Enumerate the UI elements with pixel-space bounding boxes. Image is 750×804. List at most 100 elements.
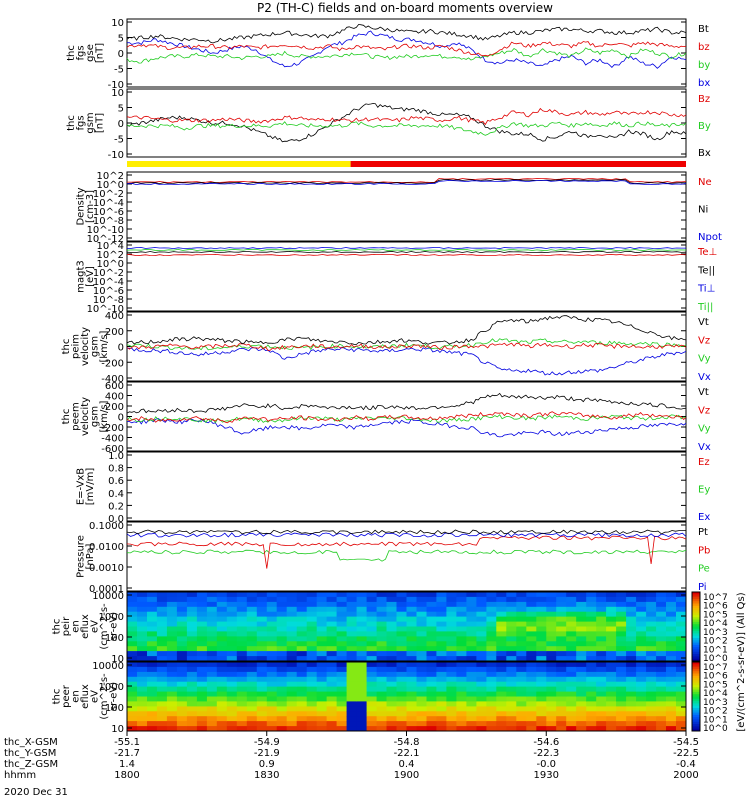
peer-cell <box>616 711 627 717</box>
peir-cell <box>506 651 517 657</box>
peer-cell <box>526 716 537 722</box>
peir-cell <box>176 616 188 622</box>
peir-cell <box>476 611 487 618</box>
peir-cell <box>127 651 138 657</box>
density-ylabel: Density[cm-3] <box>75 187 96 225</box>
peir-cell <box>656 631 667 637</box>
peer-cell <box>296 696 308 702</box>
peem_velocity-ylabel-line: [km/s] <box>99 400 110 432</box>
peer-cell <box>256 701 268 707</box>
peir-cell <box>246 611 258 618</box>
peer-cell <box>206 696 218 702</box>
peir-cell <box>416 636 427 642</box>
peir-cell <box>137 596 148 603</box>
peir-cell <box>606 656 617 662</box>
peir-cell <box>296 592 308 598</box>
colorbar-cell <box>692 724 700 727</box>
peir-cell <box>606 611 617 618</box>
peir-cell <box>576 592 587 598</box>
peir-cell <box>556 621 567 627</box>
pressure-trace-blue <box>126 532 687 538</box>
peer-cell <box>586 666 597 673</box>
peir-cell <box>406 641 417 647</box>
peir-cell <box>676 641 687 647</box>
peer-cell <box>326 696 338 702</box>
peir-cell <box>416 621 427 627</box>
peer-cell <box>216 716 228 722</box>
peer-cell <box>496 706 507 712</box>
peer-cell <box>456 676 467 683</box>
peer-cell <box>596 711 607 717</box>
peer-ylabel-line: eflux <box>80 684 91 709</box>
peir-cell <box>236 606 248 613</box>
peer-ylabel-line: en <box>71 690 82 703</box>
peer-cell <box>127 696 138 702</box>
peir-cell <box>676 596 687 603</box>
peir-cell <box>176 641 188 647</box>
peer-cell <box>226 711 238 717</box>
colorbar-cell <box>692 717 700 720</box>
peer-cell <box>626 706 637 712</box>
peer-cell <box>266 671 278 678</box>
peir-cell <box>396 616 407 622</box>
peer-cell <box>196 701 208 707</box>
peir-cell <box>127 596 138 603</box>
peer-cell <box>666 716 677 722</box>
peer-cell <box>516 676 527 683</box>
pressure-legend-0: Pt <box>698 527 708 538</box>
peer-cell <box>156 706 168 712</box>
peir-cell <box>256 596 268 603</box>
peir-cell <box>586 641 597 647</box>
peer-cell <box>216 681 228 688</box>
peer-cell <box>376 666 388 673</box>
peir-cell <box>436 646 447 652</box>
peer-cell <box>466 671 477 678</box>
peir-cell <box>536 626 547 632</box>
peir-cell <box>127 646 138 652</box>
peir-cell <box>596 646 607 652</box>
peir-cell <box>186 592 198 598</box>
peer-cell <box>276 721 288 727</box>
peer-cell <box>546 711 557 717</box>
peir-cell <box>636 601 647 608</box>
peir-cell <box>166 636 178 642</box>
peer-cell <box>386 711 397 717</box>
peir-cell <box>446 646 457 652</box>
temperature-ytick-label: 10^-2 <box>93 268 124 279</box>
peer-cell <box>206 691 218 697</box>
peer-cell <box>656 716 667 722</box>
colorbar-cell <box>692 680 700 684</box>
peer-cell <box>676 716 687 722</box>
peir-cell <box>526 596 537 603</box>
peir-cell <box>636 606 647 613</box>
peer-cell <box>216 706 228 712</box>
peer-cell <box>676 721 687 727</box>
peer-cell <box>296 711 308 717</box>
peer-cell <box>196 726 208 732</box>
peer-cell <box>476 666 487 673</box>
peir-cell <box>396 656 407 662</box>
peer-cell <box>346 726 358 732</box>
peir-cell <box>366 616 378 622</box>
peir-cell <box>586 626 597 632</box>
peir-cell <box>346 596 358 603</box>
peer-cell <box>526 706 537 712</box>
peer-cell <box>596 701 607 707</box>
peir-cell <box>546 611 557 618</box>
peir-cell <box>596 631 607 637</box>
peir-cell <box>606 646 617 652</box>
peir-cell <box>127 656 138 662</box>
peer-cell <box>376 721 388 727</box>
peir-cell <box>586 601 597 608</box>
peer-cell <box>626 691 637 697</box>
peir-cell <box>416 611 427 618</box>
peir-cell <box>406 616 417 622</box>
colorbar-cell <box>692 601 700 604</box>
peir-cell <box>486 592 497 598</box>
peer-cell <box>147 686 158 692</box>
peer-cell <box>156 721 168 727</box>
mode-bar-red <box>350 161 686 167</box>
xaxis-row-label: hhmm <box>4 770 36 781</box>
peer-cell <box>416 676 427 683</box>
peer-cell <box>226 686 238 692</box>
